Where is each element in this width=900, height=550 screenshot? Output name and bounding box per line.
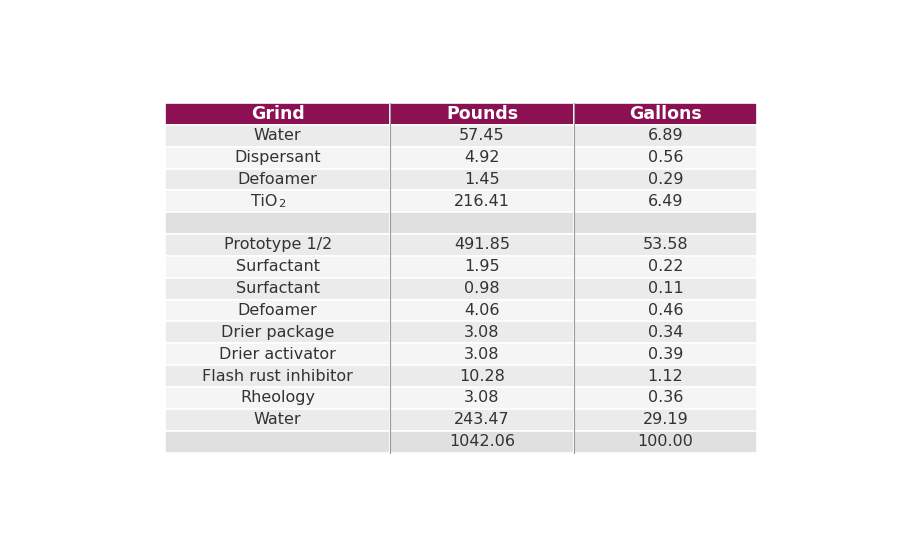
Bar bbox=[573, 300, 757, 321]
Bar bbox=[573, 387, 757, 409]
Bar bbox=[166, 147, 391, 168]
Bar bbox=[391, 321, 573, 343]
Text: 0.39: 0.39 bbox=[648, 346, 683, 362]
Text: 0.98: 0.98 bbox=[464, 281, 500, 296]
Text: 1.12: 1.12 bbox=[648, 368, 683, 383]
Bar bbox=[573, 103, 757, 125]
Bar bbox=[573, 168, 757, 190]
Bar bbox=[166, 168, 391, 190]
Bar bbox=[166, 212, 391, 234]
Text: 0.29: 0.29 bbox=[648, 172, 683, 187]
Text: Water: Water bbox=[254, 412, 302, 427]
Bar bbox=[391, 409, 573, 431]
Text: 3.08: 3.08 bbox=[464, 390, 500, 405]
Text: 0.22: 0.22 bbox=[648, 260, 683, 274]
Text: 1.95: 1.95 bbox=[464, 260, 500, 274]
Text: 57.45: 57.45 bbox=[459, 128, 505, 143]
Bar bbox=[391, 103, 573, 125]
Bar bbox=[166, 387, 391, 409]
Text: 1042.06: 1042.06 bbox=[449, 434, 515, 449]
Text: Surfactant: Surfactant bbox=[236, 260, 320, 274]
Text: TiO: TiO bbox=[251, 194, 278, 209]
Bar bbox=[166, 234, 391, 256]
Bar bbox=[573, 343, 757, 365]
Text: 6.89: 6.89 bbox=[648, 128, 683, 143]
Bar bbox=[166, 365, 391, 387]
Bar bbox=[166, 431, 391, 453]
Text: 3.08: 3.08 bbox=[464, 346, 500, 362]
Text: Dispersant: Dispersant bbox=[234, 150, 321, 165]
Text: 4.06: 4.06 bbox=[464, 303, 500, 318]
Bar bbox=[391, 387, 573, 409]
Text: 0.34: 0.34 bbox=[648, 325, 683, 340]
Bar bbox=[391, 190, 573, 212]
Bar bbox=[166, 343, 391, 365]
Bar bbox=[573, 147, 757, 168]
Text: 491.85: 491.85 bbox=[454, 238, 510, 252]
Text: Drier activator: Drier activator bbox=[220, 346, 336, 362]
Bar bbox=[166, 278, 391, 300]
Bar bbox=[391, 300, 573, 321]
Text: Gallons: Gallons bbox=[629, 105, 702, 123]
Bar bbox=[573, 190, 757, 212]
Bar bbox=[391, 168, 573, 190]
Text: 3.08: 3.08 bbox=[464, 325, 500, 340]
Text: 29.19: 29.19 bbox=[643, 412, 689, 427]
Bar bbox=[166, 103, 391, 125]
Bar bbox=[391, 365, 573, 387]
Bar bbox=[391, 256, 573, 278]
Text: Drier package: Drier package bbox=[221, 325, 335, 340]
Text: 4.92: 4.92 bbox=[464, 150, 500, 165]
Bar bbox=[573, 234, 757, 256]
Text: 1.45: 1.45 bbox=[464, 172, 500, 187]
Text: Flash rust inhibitor: Flash rust inhibitor bbox=[202, 368, 353, 383]
Text: Defoamer: Defoamer bbox=[238, 172, 318, 187]
Bar bbox=[391, 234, 573, 256]
Text: Water: Water bbox=[254, 128, 302, 143]
Bar bbox=[166, 300, 391, 321]
Bar bbox=[391, 278, 573, 300]
Bar bbox=[166, 321, 391, 343]
Bar bbox=[573, 365, 757, 387]
Bar bbox=[391, 147, 573, 168]
Text: 53.58: 53.58 bbox=[643, 238, 689, 252]
Bar bbox=[391, 343, 573, 365]
Bar bbox=[166, 190, 391, 212]
Bar bbox=[391, 431, 573, 453]
Bar bbox=[391, 212, 573, 234]
Text: 0.46: 0.46 bbox=[648, 303, 683, 318]
Text: Defoamer: Defoamer bbox=[238, 303, 318, 318]
Text: 0.11: 0.11 bbox=[648, 281, 683, 296]
Text: 216.41: 216.41 bbox=[454, 194, 510, 209]
Bar bbox=[573, 256, 757, 278]
Bar bbox=[573, 212, 757, 234]
Bar bbox=[166, 409, 391, 431]
Text: 10.28: 10.28 bbox=[459, 368, 505, 383]
Text: 2: 2 bbox=[278, 199, 285, 209]
Bar bbox=[166, 256, 391, 278]
Bar bbox=[166, 125, 391, 147]
Text: Pounds: Pounds bbox=[446, 105, 518, 123]
Bar bbox=[573, 409, 757, 431]
Bar bbox=[573, 278, 757, 300]
Text: 100.00: 100.00 bbox=[637, 434, 694, 449]
Text: 0.56: 0.56 bbox=[648, 150, 683, 165]
Text: 243.47: 243.47 bbox=[454, 412, 509, 427]
Bar bbox=[573, 125, 757, 147]
Bar bbox=[573, 321, 757, 343]
Text: Prototype 1/2: Prototype 1/2 bbox=[223, 238, 332, 252]
Bar bbox=[391, 125, 573, 147]
Text: Surfactant: Surfactant bbox=[236, 281, 320, 296]
Text: Rheology: Rheology bbox=[240, 390, 315, 405]
Bar bbox=[573, 431, 757, 453]
Text: 6.49: 6.49 bbox=[648, 194, 683, 209]
Text: Grind: Grind bbox=[251, 105, 304, 123]
Text: 0.36: 0.36 bbox=[648, 390, 683, 405]
